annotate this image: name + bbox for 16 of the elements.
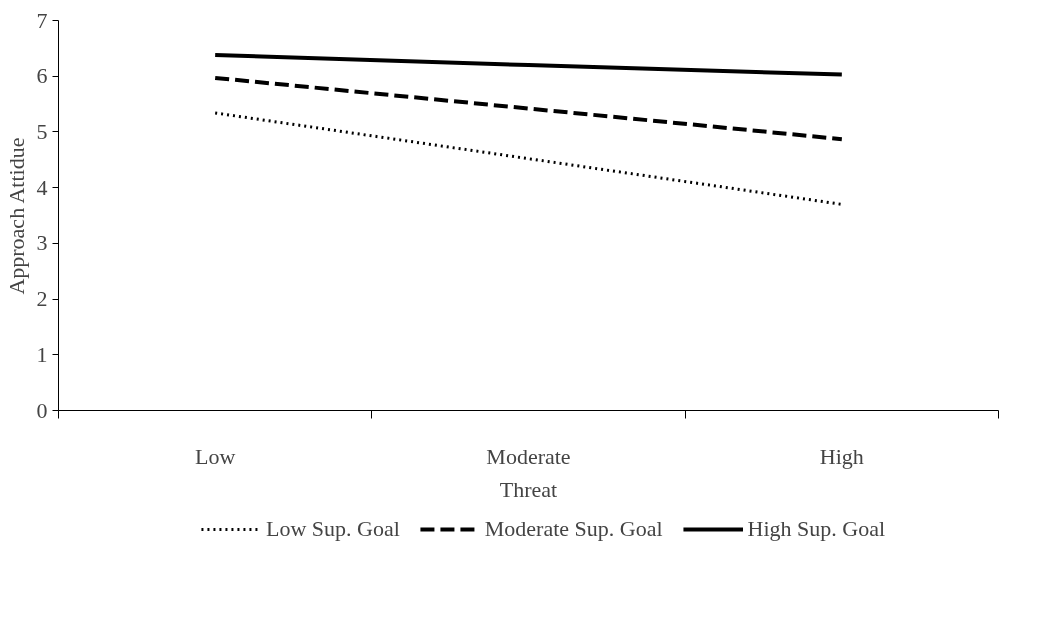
y-tick-label: 6 xyxy=(36,63,48,89)
x-axis-title: Threat xyxy=(499,476,558,502)
x-tick-label: Moderate xyxy=(486,443,571,469)
x-tick-label: Low xyxy=(195,443,236,469)
x-tick-label: High xyxy=(819,443,864,469)
y-tick-label: 3 xyxy=(36,230,48,256)
legend-label: Low Sup. Goal xyxy=(265,516,400,542)
legend-label: High Sup. Goal xyxy=(747,516,886,542)
y-tick-label: 0 xyxy=(36,397,48,423)
y-tick-label: 4 xyxy=(36,174,48,200)
y-tick-label: 7 xyxy=(36,7,48,33)
y-tick-label: 5 xyxy=(36,118,48,144)
y-tick-label: 1 xyxy=(36,341,48,367)
legend-label: Moderate Sup. Goal xyxy=(484,516,663,542)
y-tick-label: 2 xyxy=(36,286,48,312)
y-axis-title: Approach Attidue xyxy=(3,137,29,295)
